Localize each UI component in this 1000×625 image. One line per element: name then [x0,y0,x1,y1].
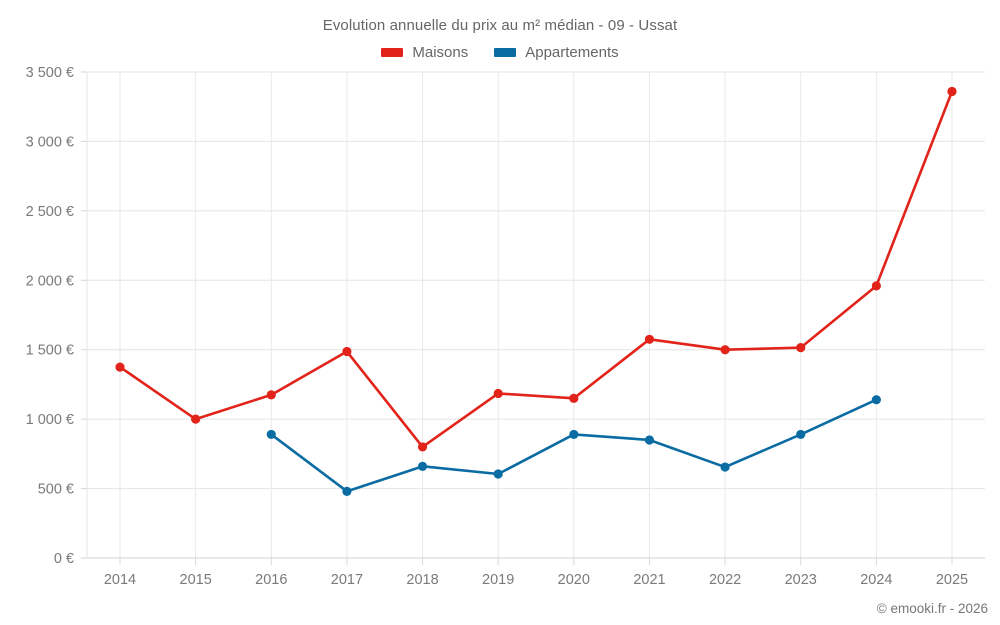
legend-label-appartements: Appartements [525,44,619,61]
legend-label-maisons: Maisons [412,44,469,61]
y-axis-tick-label: 2 500 € [26,204,74,220]
data-point-appartements[interactable] [342,486,352,496]
legend-swatch-appartements [494,48,517,57]
data-point-appartements[interactable] [266,429,276,440]
x-axis-tick-label: 2014 [104,572,136,588]
legend-item-appartements[interactable]: Appartements [494,44,619,61]
data-point-appartements[interactable] [796,429,806,440]
data-point-maisons[interactable] [115,362,125,372]
data-point-maisons[interactable] [947,86,957,97]
y-axis-tick-label: 3 000 € [26,134,74,150]
data-point-maisons[interactable] [569,393,579,403]
data-point-appartements[interactable] [871,395,881,405]
x-axis-tick-label: 2024 [860,572,892,588]
data-point-appartements[interactable] [493,469,503,479]
x-axis-tick-label: 2017 [331,572,363,588]
x-axis-tick-label: 2021 [633,572,665,588]
data-point-maisons[interactable] [644,334,655,344]
data-point-appartements[interactable] [644,435,655,445]
x-axis-tick-label: 2018 [406,572,438,588]
x-axis-tick-label: 2022 [709,572,741,588]
data-point-appartements[interactable] [720,462,730,472]
chart-credit: © emooki.fr - 2026 [876,601,988,616]
data-point-maisons[interactable] [417,442,428,452]
data-point-maisons[interactable] [191,414,201,424]
y-axis-tick-label: 3 500 € [26,65,74,81]
x-axis-tick-label: 2015 [180,572,212,588]
x-axis-tick-label: 2025 [936,572,968,588]
legend-item-maisons[interactable]: Maisons [381,44,468,61]
x-axis-tick-label: 2016 [255,572,287,588]
series-line-maisons [118,90,954,449]
y-axis-tick-label: 1 000 € [26,412,74,428]
data-point-appartements[interactable] [417,461,428,471]
data-point-appartements[interactable] [569,429,579,440]
data-point-maisons[interactable] [720,345,730,355]
y-axis-tick-label: 2 000 € [26,273,74,289]
data-point-maisons[interactable] [342,346,352,357]
data-point-maisons[interactable] [796,343,806,353]
chart-legend: Maisons Appartements [0,44,1000,61]
y-axis-tick-label: 0 € [54,551,74,567]
data-point-maisons[interactable] [871,281,881,291]
x-axis-tick-label: 2019 [482,572,514,588]
data-point-maisons[interactable] [266,390,276,400]
data-point-maisons[interactable] [493,388,503,399]
legend-swatch-maisons [381,48,404,57]
y-axis-tick-label: 500 € [38,482,74,498]
chart-title: Evolution annuelle du prix au m² médian … [322,17,678,34]
x-axis-tick-label: 2023 [785,572,817,588]
y-axis-tick-label: 1 500 € [26,343,74,359]
x-axis-tick-label: 2020 [558,572,590,588]
